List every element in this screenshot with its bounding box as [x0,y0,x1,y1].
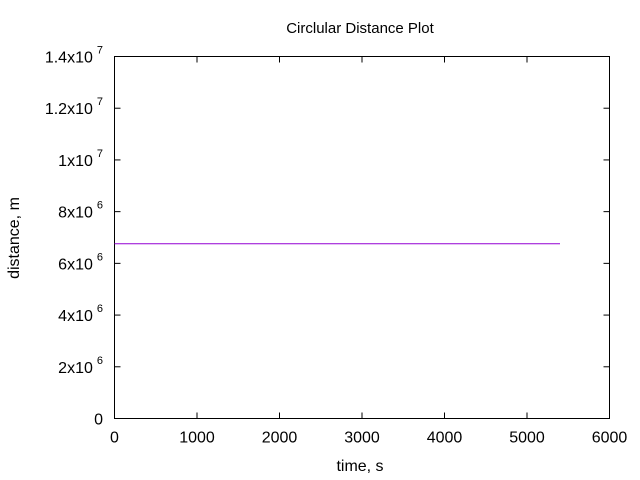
y-tick-mantissa: 0 [94,412,103,429]
y-tick-mantissa: 2x10 [58,360,93,377]
y-tick-label: 8x10 6 [58,200,103,222]
y-tick-mantissa: 6x10 [58,256,93,273]
x-tick-label: 5000 [509,430,545,447]
y-tick-label: 1x10 7 [58,148,103,170]
y-tick-exponent: 6 [97,200,103,212]
y-tick-mantissa: 1x10 [58,153,93,170]
x-axis-label: time, s [336,458,383,475]
y-tick-label: 2x10 6 [58,355,103,377]
x-tick-label: 3000 [344,430,380,447]
y-tick-exponent: 6 [97,355,103,367]
y-tick-exponent: 7 [97,148,103,160]
y-tick-label: 6x10 6 [58,251,103,273]
y-tick-mantissa: 1.4x10 [45,50,93,67]
chart-title: Circlular Distance Plot [286,20,434,37]
y-tick-exponent: 7 [97,96,103,108]
x-tick-label: 6000 [592,430,628,447]
y-axis-label: distance, m [6,197,23,279]
x-tick-label: 1000 [179,430,215,447]
plot-frame [114,56,610,419]
x-tick-label: 0 [110,430,119,447]
y-tick-mantissa: 4x10 [58,308,93,325]
y-tick-label: 1.4x10 7 [45,45,103,67]
x-tick-label: 2000 [262,430,298,447]
y-tick-mantissa: 1.2x10 [45,101,93,118]
y-tick-exponent: 6 [97,251,103,263]
y-tick-exponent: 7 [97,45,103,57]
y-tick-exponent: 6 [97,303,103,315]
y-tick-label: 0 [94,412,103,429]
y-tick-label: 4x10 6 [58,303,103,325]
y-tick-label: 1.2x10 7 [45,96,103,118]
x-tick-label: 4000 [427,430,463,447]
y-tick-mantissa: 8x10 [58,205,93,222]
